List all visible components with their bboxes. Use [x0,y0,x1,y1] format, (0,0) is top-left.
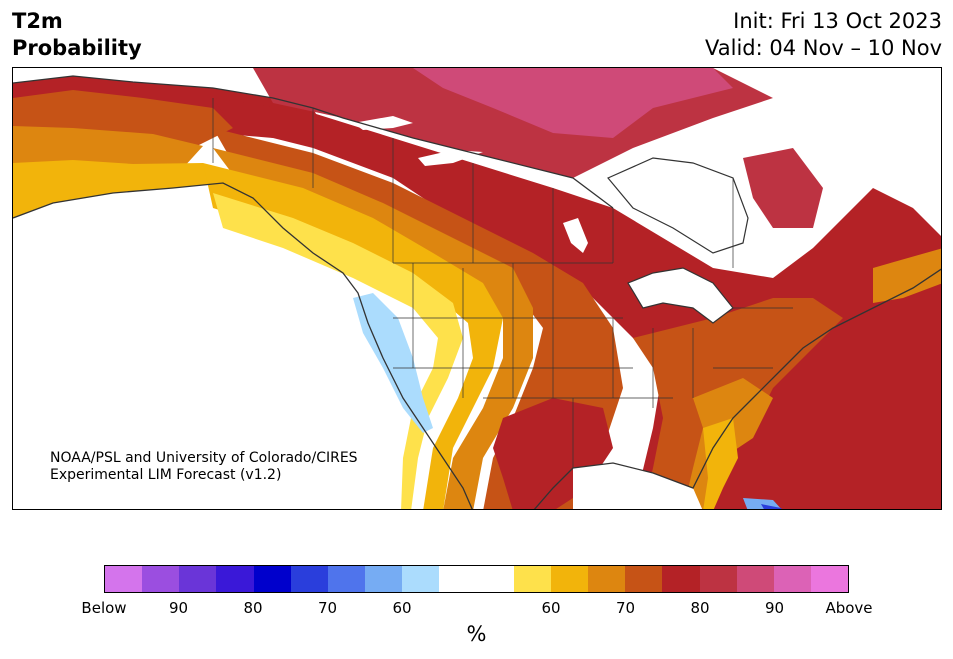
map-title: T2m Probability [12,8,142,62]
colorbar-cell [253,566,291,592]
colorbar-tick-label: Below [81,599,127,617]
colorbar-tick-label: 70 [615,599,636,617]
title-line-2: Probability [12,36,142,60]
colorbar-tick-label: 90 [764,599,785,617]
region-westcoast-lightblue [353,293,433,433]
region-caribbean-darkblue [761,504,782,509]
colorbar-cell [142,566,180,592]
colorbar-cell [365,566,403,592]
colorbar-tick-label: 70 [317,599,338,617]
lake-winnipeg [563,218,588,253]
colorbar-cell [105,566,143,592]
map-image [13,68,941,509]
colorbar-cell [810,566,849,592]
forecast-map: NOAA/PSL and University of Colorado/CIRE… [12,67,942,510]
forecast-dates: Init: Fri 13 Oct 2023 Valid: 04 Nov – 10… [705,8,942,62]
colorbar-cell [290,566,328,592]
gulf-of-mexico [573,463,703,509]
colorbar-cell [216,566,254,592]
colorbar-cell [588,566,626,592]
region-hudson-pink [743,148,823,228]
colorbar-tick-label: Above [825,599,873,617]
colorbar-cell [736,566,774,592]
colorbar-cell [476,566,514,592]
colorbar-tick-label: 90 [168,599,189,617]
colorbar-tick-label: 60 [541,599,561,617]
lake-athabasca [418,150,483,166]
great-lakes-water [627,267,734,324]
colorbar-cell [513,566,551,592]
colorbar-cell [402,566,440,592]
colorbar-cell [327,566,366,592]
colorbar-cell [179,566,217,592]
valid-dates: Valid: 04 Nov – 10 Nov [705,36,942,60]
colorbar-unit-label: % [466,622,487,646]
colorbar-cell [773,566,811,592]
colorbar-tick-label: 80 [243,599,263,617]
region-lightyellow-band [213,193,463,509]
credit-line-1: NOAA/PSL and University of Colorado/CIRE… [50,450,358,466]
colorbar-tick-label: 60 [392,599,412,617]
canada-provincial-borders [212,98,734,268]
colorbar-cell [662,566,700,592]
colorbar-cell [550,566,589,592]
colorbar-tick-labels: Below 90 80 70 60 60 70 80 90 Above [0,599,953,619]
colorbar-cell [625,566,663,592]
region-alaska-yellow [13,160,223,218]
region-florida-yellow [703,418,738,509]
region-atlantic-canada-orange [873,248,941,303]
init-date: Init: Fri 13 Oct 2023 [733,9,942,33]
hudson-bay-water [607,157,749,254]
region-arctic-magenta [413,68,733,138]
map-credit: NOAA/PSL and University of Colorado/CIRE… [50,450,358,484]
title-line-1: T2m [12,9,63,33]
colorbar-cell [439,566,477,592]
colorbar-cell [699,566,737,592]
region-yellow-band [203,163,503,509]
probability-colorbar [104,565,849,593]
colorbar-tick-label: 80 [690,599,710,617]
credit-line-2: Experimental LIM Forecast (v1.2) [50,467,282,483]
great-slave-lake [353,116,413,130]
state-borders [393,262,793,468]
region-darkorange-band [213,148,533,509]
